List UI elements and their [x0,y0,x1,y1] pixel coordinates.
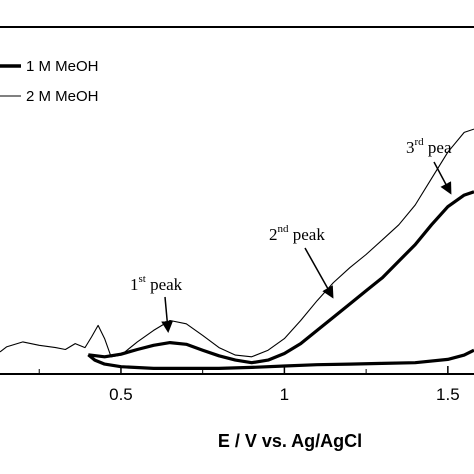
peak-arrow [304,247,334,299]
legend-label-2m: 2 M MeOH [26,88,99,105]
peak-annotation: 2nd peak [269,223,325,244]
series-line-1m-forward [88,190,474,365]
peak-arrow [433,161,452,195]
annotations: 1st peak 2nd peak 3rd pea [130,136,452,333]
x-ticks: 0.5 1 1.5 [38,366,460,404]
legend: 1 M MeOH 2 M MeOH [0,58,99,105]
plot-frame [0,26,474,375]
series-layer [0,128,474,370]
x-axis-label: E / V vs. Ag/AgCl [218,431,362,451]
peak-arrow [161,296,174,333]
x-tick-label: 1.5 [436,385,460,404]
peak-annotation: 3rd pea [406,136,452,157]
x-tick-label: 1 [280,385,289,404]
peak-annotation: 1st peak [130,273,183,294]
x-tick-label: 0.5 [109,385,133,404]
series-line-1m-reverse [87,348,474,370]
legend-label-1m: 1 M MeOH [26,58,99,75]
series-line-2m [0,128,474,358]
